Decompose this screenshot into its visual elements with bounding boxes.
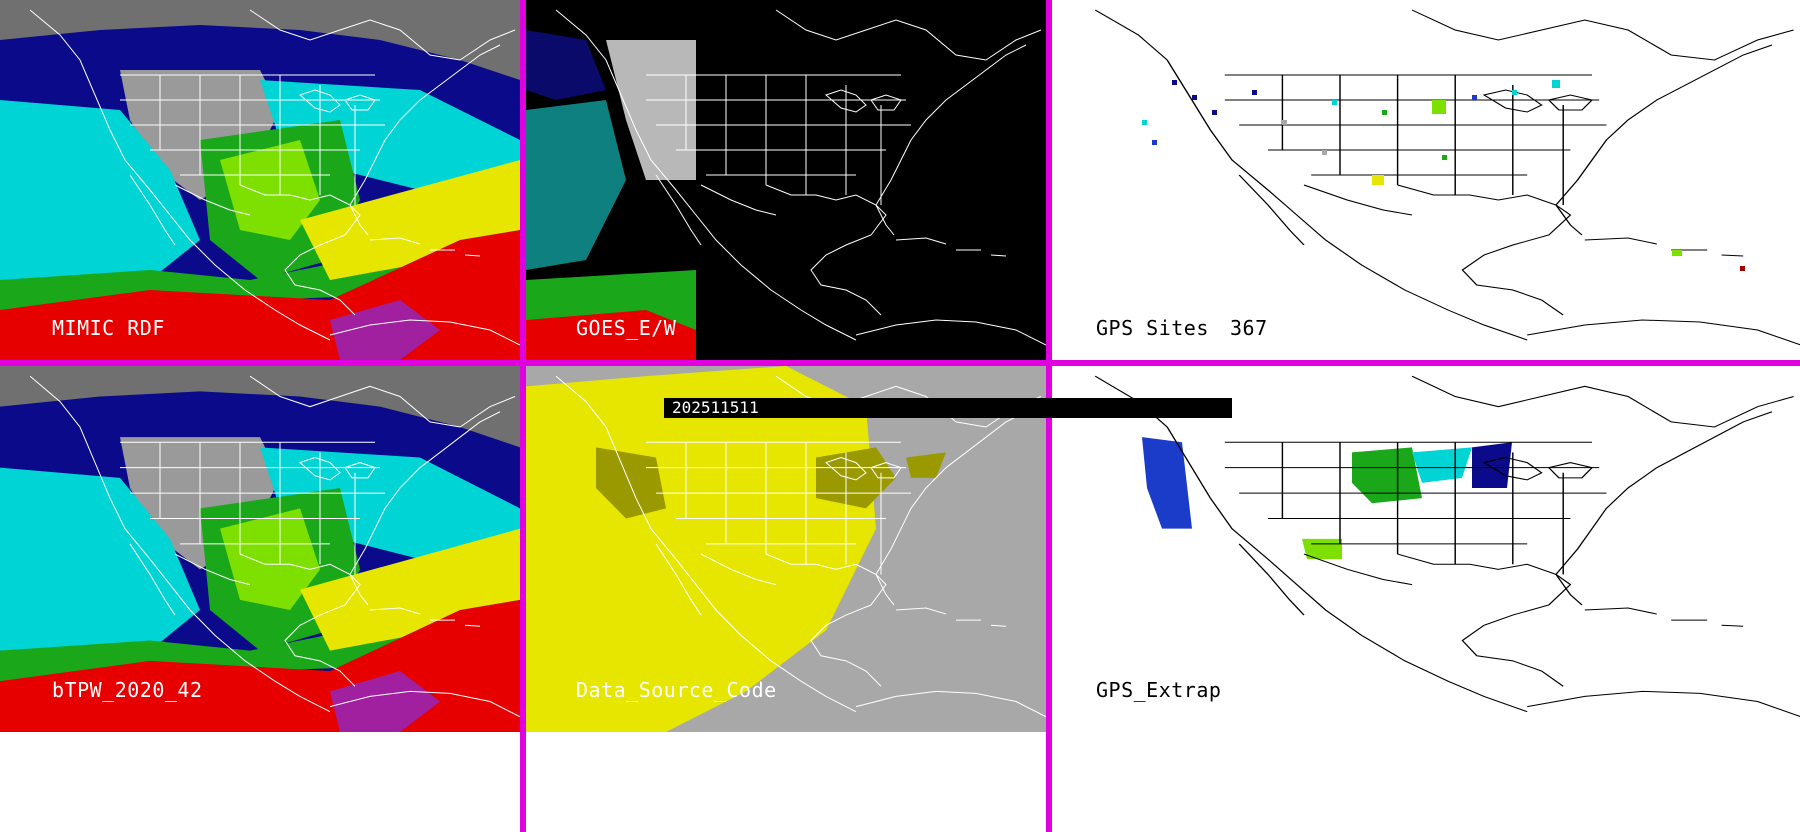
- gps-sites-map: [1052, 0, 1800, 360]
- gps-sites-count: 367: [1230, 316, 1268, 340]
- mimic-rdf-panel: MIMIC RDF: [0, 0, 520, 360]
- mimic-rdf-map: [0, 0, 520, 360]
- gps-extrap-panel: GPS_Extrap: [1052, 366, 1800, 732]
- gps-extrap-label: GPS_Extrap: [1096, 678, 1222, 702]
- btpw-label: bTPW_2020_42: [52, 678, 203, 702]
- goes-ew-map: [526, 0, 1046, 360]
- btpw-map: [0, 366, 520, 732]
- data-source-label: Data_Source_Code: [576, 678, 777, 702]
- goes-ew-label: GOES_E/W: [576, 316, 677, 340]
- data-source-map: [526, 366, 1046, 732]
- gps-site-markers: [1142, 80, 1745, 271]
- gps-extrap-map: [1052, 366, 1800, 732]
- btpw-panel: bTPW_2020_42: [0, 366, 520, 732]
- gps-sites-panel: GPS Sites 367: [1052, 0, 1800, 360]
- horizontal-divider: [0, 360, 1800, 366]
- goes-ew-panel: GOES_E/W: [526, 0, 1046, 360]
- timestamp-box: 202511511: [664, 398, 1232, 418]
- data-source-panel: Data_Source_Code: [526, 366, 1046, 732]
- timestamp-text: 202511511: [672, 398, 759, 417]
- mimic-rdf-label: MIMIC RDF: [52, 316, 165, 340]
- vertical-divider-left: [520, 0, 526, 832]
- gps-sites-label: GPS Sites: [1096, 316, 1209, 340]
